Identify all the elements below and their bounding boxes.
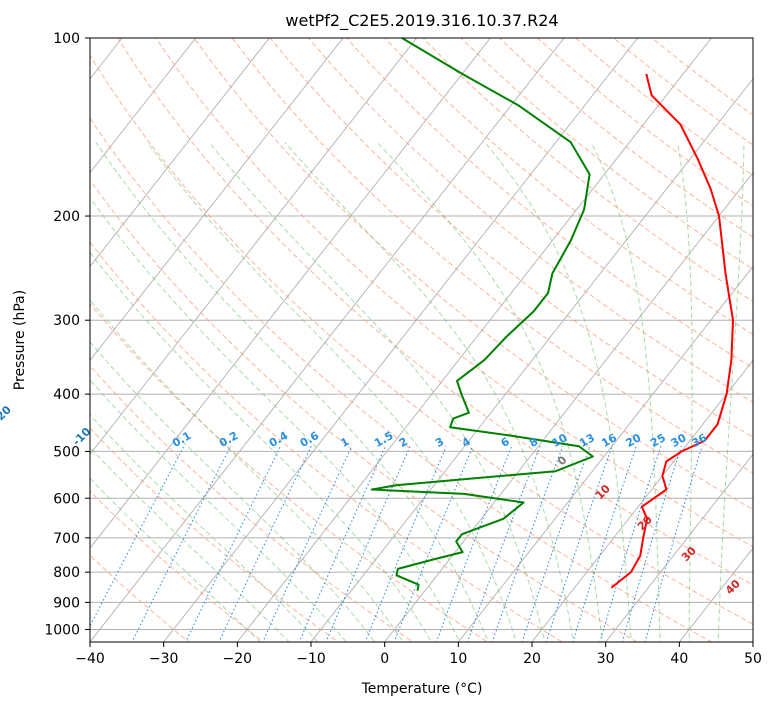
x-tick-label: 50 [744,651,762,667]
moist-adiabat [90,446,290,642]
x-tick-label: 10 [449,651,467,667]
moist-adiabat [677,142,693,642]
dry-adiabat [90,179,639,642]
moist-adiabat [90,477,261,642]
dry-adiabat [155,38,753,548]
dry-adiabat [90,490,265,642]
y-tick-label: 700 [53,531,80,547]
mixing-ratio-line [325,445,411,642]
isotherm-line [163,38,639,642]
moist-adiabat [717,142,745,642]
dry-adiabat [384,38,753,336]
moist-adiabat [90,197,461,642]
y-tick-label: 200 [53,209,80,225]
x-tick-label: −10 [296,651,326,667]
plot-frame [89,37,754,643]
mixing-ratio-line [185,445,281,642]
dry-adiabat-label: -20 [0,403,14,426]
x-tick-label: −20 [223,651,253,667]
dry-adiabat [90,427,340,642]
y-tick-label: 400 [53,387,80,403]
dry-adiabat [345,38,753,369]
moist-adiabat [90,379,347,642]
y-tick-label: 100 [53,31,80,47]
y-tick-label: 500 [53,444,80,460]
isotherm-line [90,38,270,268]
y-tick-label: 800 [53,565,80,581]
mixing-ratio-line [466,446,541,642]
isotherm-line [236,38,712,642]
x-tick-label: −40 [75,651,105,667]
mixing-ratio-line [491,446,564,642]
chart-title: wetPf2_C2E5.2019.316.10.37.R24 [285,11,558,31]
mixing-ratio-line [131,445,232,642]
moist-adiabat [208,141,546,642]
isotherm-line [310,78,753,642]
isotherm-line [90,38,565,642]
isotherm-line [90,38,418,455]
moist-adiabat [590,141,661,642]
y-axis: 100 200 300 400 500 600 700 800 900 1000 [44,31,90,638]
x-axis-label: Temperature (°C) [361,681,483,697]
isotherm-line [0,11,70,654]
y-tick-label: 600 [53,491,80,507]
dewpoint-profile-line [370,38,594,591]
y-tick-label: 300 [53,313,80,329]
isotherm-line [457,265,753,642]
moist-adiabat [376,141,603,642]
mixing-ratio-line [435,446,513,642]
y-axis-label: Pressure (hPa) [12,290,28,390]
x-tick-label: 40 [670,651,688,667]
moist-adiabat [90,341,376,642]
x-tick-label: 30 [597,651,615,667]
dry-adiabat [193,38,753,511]
series-layer [370,38,734,591]
isotherm-line [531,359,753,642]
dry-adiabat [269,38,753,438]
x-tick-label: −30 [149,651,179,667]
y-tick-label: 1000 [44,622,80,638]
dry-adiabat [90,554,190,642]
grid-layer [0,11,753,654]
isotherm-line [90,38,491,549]
dry-adiabat [117,38,753,586]
dry-adiabat [90,241,564,642]
moist-adiabat [146,141,518,642]
x-axis: −40 −30 −20 −10 0 10 20 30 40 50 [75,642,762,667]
y-tick-label: 900 [53,595,80,611]
dry-adiabat [307,38,753,403]
moist-adiabat [284,141,575,642]
moist-adiabat [90,251,432,642]
plot-background [90,38,753,642]
isotherm-line [90,38,344,362]
mixing-ratio-line [364,446,447,642]
dry-adiabat [90,117,713,642]
moist-adiabat [95,141,489,642]
dry-adiabat [90,365,414,642]
isotherm-line [605,453,753,642]
x-tick-label: 0 [380,651,389,667]
moist-adiabat [90,299,404,642]
mixing-ratio-line [521,446,591,642]
moist-adiabat [484,141,632,642]
x-tick-label: 20 [523,651,541,667]
temperature-profile-line [610,73,734,589]
isotherm-line [90,38,197,174]
